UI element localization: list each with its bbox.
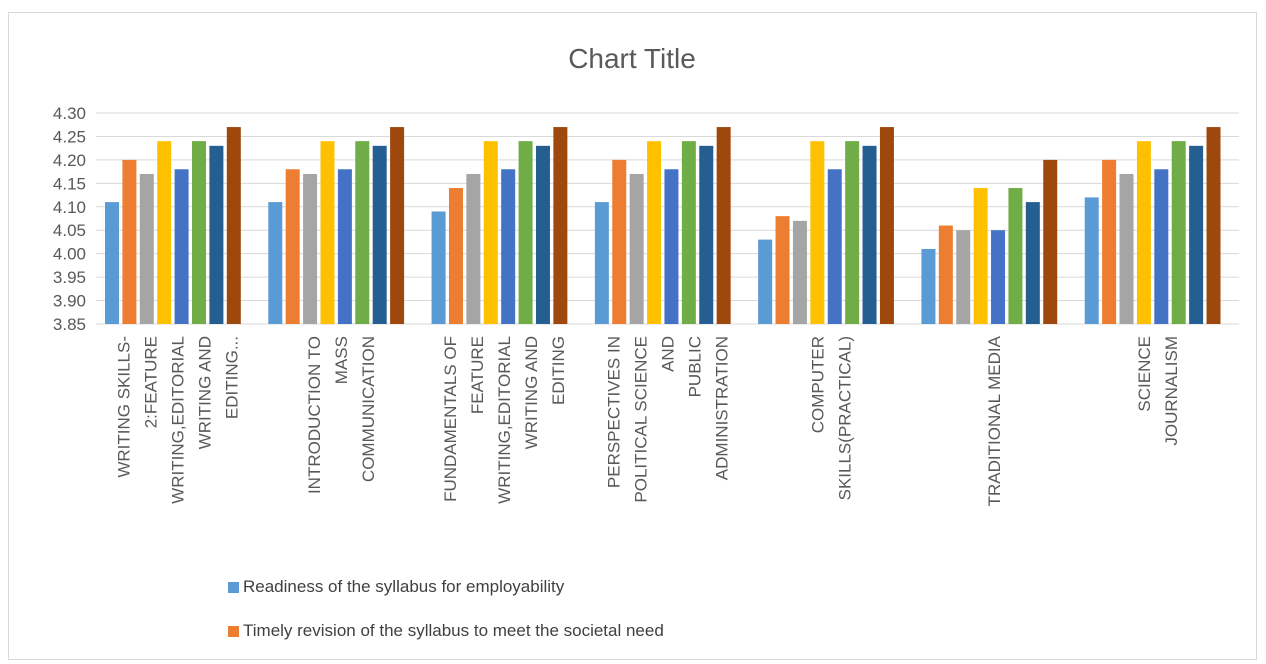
y-tick-label: 4.20	[53, 151, 86, 170]
legend-swatch	[228, 581, 239, 593]
bar	[921, 248, 936, 324]
y-tick-label: 4.25	[53, 127, 86, 146]
bar	[431, 211, 446, 324]
bar	[285, 169, 300, 324]
bar	[1136, 141, 1151, 324]
chart-area	[8, 12, 1257, 660]
bar	[209, 145, 224, 324]
legend-label: Readiness of the syllabus for employabil…	[243, 577, 565, 596]
legend: Readiness of the syllabus for employabil…	[228, 574, 664, 662]
bar	[647, 141, 662, 324]
y-tick-label: 4.05	[53, 221, 86, 240]
x-tick-label: EDITING...	[223, 336, 242, 419]
x-tick-label: WRITING,EDITORIAL	[169, 336, 188, 504]
x-tick-label: PERSPECTIVES IN	[605, 336, 624, 488]
y-tick-label: 3.85	[53, 315, 86, 334]
bar	[139, 173, 154, 324]
x-tick-label: SCIENCE	[1135, 336, 1154, 412]
x-tick-label: FEATURE	[468, 336, 487, 414]
bar	[681, 141, 696, 324]
bar	[629, 173, 644, 324]
x-tick-label: SKILLS(PRACTICAL)	[835, 336, 854, 500]
bar	[1008, 188, 1023, 324]
x-tick-label: COMMUNICATION	[359, 336, 378, 482]
bar	[991, 230, 1006, 324]
x-tick-label: WRITING,EDITORIAL	[495, 336, 514, 504]
legend-item: Readiness of the syllabus for employabil…	[228, 574, 664, 600]
bar	[390, 127, 405, 324]
bar	[862, 145, 877, 324]
legend-item: Timely revision of the syllabus to meet …	[228, 618, 664, 644]
bar	[956, 230, 971, 324]
bar	[1025, 202, 1040, 324]
bar	[775, 216, 790, 324]
bar	[1206, 127, 1221, 324]
bar	[1119, 173, 1134, 324]
y-tick-label: 4.15	[53, 174, 86, 193]
x-tick-label: COMPUTER	[808, 336, 827, 433]
legend-label: Timely revision of the syllabus to meet …	[243, 621, 664, 640]
x-tick-label: MASS	[332, 336, 351, 384]
bar	[973, 188, 988, 324]
bar	[122, 159, 137, 324]
bar	[758, 239, 773, 324]
bar	[845, 141, 860, 324]
y-tick-label: 3.95	[53, 268, 86, 287]
x-tick-label: JOURNALISM	[1162, 336, 1181, 446]
bar	[716, 127, 731, 324]
bar	[1154, 169, 1169, 324]
bar	[483, 141, 498, 324]
y-tick-label: 4.00	[53, 245, 86, 264]
chart-title: Chart Title	[568, 43, 696, 74]
bar	[174, 169, 189, 324]
bar	[1189, 145, 1204, 324]
x-tick-label: WRITING AND	[196, 336, 215, 449]
y-tick-label: 3.90	[53, 292, 86, 311]
x-tick-label: TRADITIONAL MEDIA	[985, 335, 1004, 506]
bar	[792, 220, 807, 324]
bar	[810, 141, 825, 324]
bar	[466, 173, 481, 324]
bar	[553, 127, 568, 324]
bar	[105, 202, 119, 324]
x-tick-label: 2:FEATURE	[142, 336, 161, 428]
bar	[448, 188, 463, 324]
bar	[320, 141, 335, 324]
bar	[1084, 197, 1099, 324]
bar	[1102, 159, 1117, 324]
x-tick-label: WRITING AND	[522, 336, 541, 449]
bar	[827, 169, 842, 324]
bar	[157, 141, 172, 324]
bar	[226, 127, 241, 324]
bar	[192, 141, 206, 324]
bar	[303, 173, 318, 324]
x-tick-label: POLITICAL SCIENCE	[632, 336, 651, 503]
bar	[612, 159, 627, 324]
bar	[337, 169, 352, 324]
bar	[518, 141, 533, 324]
x-tick-label: AND	[659, 336, 678, 372]
x-tick-label: INTRODUCTION TO	[305, 336, 324, 494]
bar	[879, 127, 894, 324]
x-tick-label: ADMINISTRATION	[713, 336, 732, 480]
bar	[938, 225, 953, 324]
bar	[268, 202, 283, 324]
y-tick-label: 4.10	[53, 198, 86, 217]
x-tick-label: FUNDAMENTALS OF	[441, 336, 460, 502]
bar	[1171, 141, 1186, 324]
x-tick-label: PUBLIC	[686, 336, 705, 397]
x-tick-label: WRITING SKILLS-	[115, 336, 134, 478]
bar	[501, 169, 516, 324]
y-tick-label: 4.30	[53, 104, 86, 123]
bar	[355, 141, 370, 324]
legend-swatch	[228, 625, 239, 637]
bar	[699, 145, 714, 324]
bar	[664, 169, 679, 324]
bar	[1043, 159, 1058, 324]
bar	[372, 145, 387, 324]
bar	[594, 202, 609, 324]
x-tick-label: EDITING	[549, 336, 568, 405]
bar	[535, 145, 550, 324]
